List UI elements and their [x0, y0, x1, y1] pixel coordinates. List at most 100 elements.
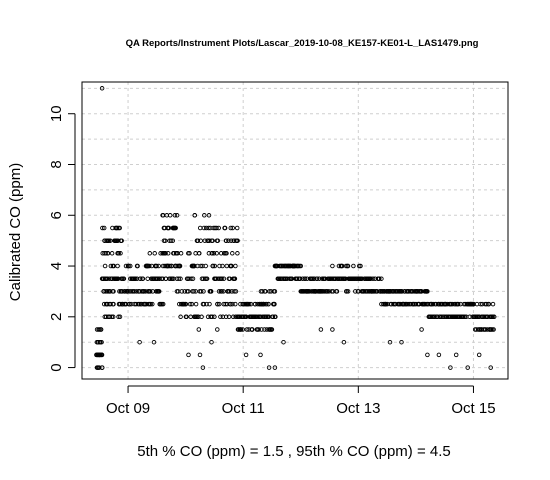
- data-point: [322, 289, 327, 294]
- data-point: [108, 263, 114, 269]
- data-point: [134, 289, 139, 294]
- data-point: [387, 339, 393, 345]
- data-point: [370, 276, 376, 281]
- data-point: [462, 314, 468, 320]
- data-point: [176, 276, 182, 281]
- data-point: [216, 289, 222, 294]
- data-point: [102, 263, 108, 269]
- data-point: [114, 225, 120, 231]
- data-point: [196, 327, 202, 332]
- x-tick-label: Oct 11: [222, 400, 265, 417]
- data-point: [224, 251, 229, 256]
- data-point: [343, 263, 349, 269]
- data-point: [178, 276, 183, 281]
- data-point: [404, 301, 409, 307]
- data-point: [212, 314, 217, 320]
- data-point: [120, 289, 125, 294]
- data-point: [116, 314, 121, 320]
- data-point: [152, 251, 157, 256]
- data-point: [170, 238, 176, 243]
- data-point: [119, 238, 124, 243]
- data-point: [486, 301, 492, 307]
- data-point: [209, 314, 215, 320]
- data-point: [233, 301, 238, 307]
- data-point: [249, 327, 255, 332]
- y-tick-label: 2: [48, 313, 65, 321]
- data-point: [272, 301, 277, 307]
- data-point: [211, 225, 216, 231]
- data-point: [197, 225, 203, 231]
- data-point: [439, 314, 444, 320]
- y-axis-label: Calibrated CO (ppm): [7, 163, 24, 301]
- data-point: [448, 365, 453, 370]
- data-point: [258, 352, 263, 358]
- data-point: [399, 339, 404, 345]
- data-point: [264, 301, 269, 307]
- data-point: [127, 263, 133, 269]
- data-point: [233, 289, 239, 294]
- data-point: [230, 225, 235, 231]
- data-point: [117, 314, 123, 320]
- data-point: [491, 327, 496, 332]
- data-point: [183, 301, 189, 307]
- data-point: [210, 238, 215, 243]
- data-point: [122, 289, 128, 294]
- data-point: [419, 327, 424, 332]
- data-point: [96, 365, 102, 370]
- axes: 0 2 4 6 8 10 Oct 09 Oct 11 Oct 13 Oct 15: [48, 105, 496, 417]
- data-point: [232, 289, 237, 294]
- data-point: [368, 276, 374, 281]
- data-point: [184, 314, 189, 320]
- data-point: [423, 301, 429, 307]
- data-point: [179, 289, 185, 294]
- data-point: [226, 238, 231, 243]
- data-point: [490, 301, 496, 307]
- data-point: [173, 225, 178, 231]
- data-point: [99, 352, 105, 358]
- data-point: [259, 327, 264, 332]
- data-point: [214, 251, 219, 256]
- data-point: [233, 263, 238, 269]
- data-point: [206, 225, 211, 231]
- data-point: [156, 263, 161, 269]
- data-point: [351, 263, 356, 269]
- y-tick-label: 8: [48, 160, 65, 168]
- data-point: [100, 225, 105, 231]
- data-point: [272, 289, 278, 294]
- data-point: [136, 301, 142, 307]
- data-point: [193, 289, 198, 294]
- data-point: [272, 365, 278, 370]
- data-point: [187, 301, 193, 307]
- data-point: [228, 301, 233, 307]
- data-point: [147, 263, 152, 269]
- data-point: [127, 301, 132, 307]
- data-point: [206, 213, 212, 218]
- data-point: [98, 327, 104, 332]
- data-point: [167, 213, 173, 218]
- data-point: [325, 289, 330, 294]
- data-point: [197, 251, 202, 256]
- data-point: [232, 276, 238, 281]
- data-point: [199, 314, 204, 320]
- y-tick-label: 4: [48, 262, 65, 270]
- data-point: [151, 339, 157, 345]
- data-point: [132, 289, 137, 294]
- data-point: [491, 314, 497, 320]
- data-point: [157, 276, 162, 281]
- data-point: [99, 86, 105, 91]
- data-point: [186, 276, 192, 281]
- data-point: [453, 301, 458, 307]
- data-point: [219, 276, 225, 281]
- data-point: [109, 314, 115, 320]
- data-point: [141, 289, 147, 294]
- data-point: [377, 276, 382, 281]
- data-point: [281, 339, 286, 345]
- x-tick-label: Oct 13: [336, 400, 380, 417]
- data-point: [140, 276, 146, 281]
- data-point: [167, 263, 173, 269]
- data-point: [197, 352, 203, 358]
- data-point: [215, 327, 220, 332]
- data-point: [198, 289, 204, 294]
- data-point: [189, 301, 195, 307]
- data-point: [435, 314, 440, 320]
